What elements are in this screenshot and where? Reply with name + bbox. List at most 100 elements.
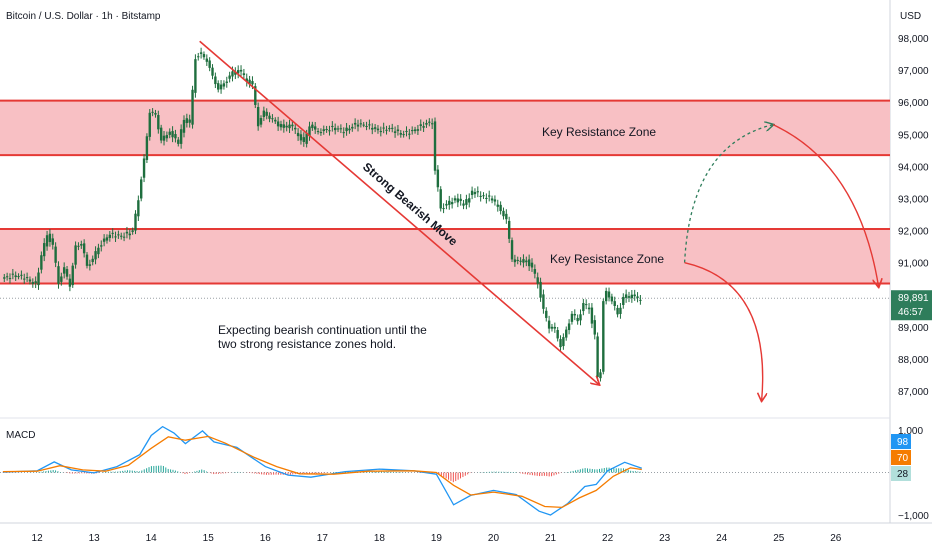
macd-value-label: 98 xyxy=(897,437,909,448)
candle-body xyxy=(616,307,619,315)
candle-body xyxy=(14,275,17,278)
candle-body xyxy=(379,131,383,133)
candle-body xyxy=(519,260,522,262)
candle-body xyxy=(288,124,291,129)
candle-body xyxy=(271,118,274,120)
candle-body xyxy=(507,220,511,239)
candle-body xyxy=(385,129,388,131)
candle-body xyxy=(314,126,317,130)
candle-body xyxy=(305,133,308,144)
candle-body xyxy=(296,132,300,137)
candle-body xyxy=(217,83,220,90)
candle-body xyxy=(202,54,206,58)
candle-body xyxy=(553,326,557,329)
macd-value-badge[interactable] xyxy=(891,450,911,465)
candle-body xyxy=(639,299,642,301)
candle-body xyxy=(122,236,126,238)
candle-body xyxy=(231,71,234,77)
bullish-projection-arrow[interactable] xyxy=(683,125,773,263)
candle-body xyxy=(419,124,422,126)
candle-body xyxy=(85,254,89,266)
candle-body xyxy=(468,198,471,203)
candle-body xyxy=(236,70,240,74)
candle-body xyxy=(328,130,331,132)
candle-body xyxy=(533,269,537,274)
candle-body xyxy=(559,339,562,348)
candle-body xyxy=(251,81,254,85)
candle-body xyxy=(428,121,431,123)
current-price-badge[interactable] xyxy=(891,290,932,321)
candle-body xyxy=(322,129,325,132)
candle-body xyxy=(80,244,83,246)
candle-body xyxy=(356,124,360,127)
candle-body xyxy=(476,191,480,193)
candle-body xyxy=(248,79,251,84)
candle-body xyxy=(388,128,391,130)
candle-body xyxy=(45,235,49,247)
macd-value-badge[interactable] xyxy=(891,466,911,481)
candle-body xyxy=(302,137,305,142)
candle-body xyxy=(43,243,46,257)
candle-body xyxy=(430,123,434,125)
candle-body xyxy=(279,124,283,128)
candle-body xyxy=(405,130,408,132)
candle-body xyxy=(536,277,539,284)
candle-body xyxy=(336,128,340,130)
candle-body xyxy=(65,269,69,277)
rejection-arrow-right[interactable] xyxy=(772,124,879,287)
candle-body xyxy=(134,213,137,231)
candle-body xyxy=(530,262,534,268)
price-tick-label: 88,000 xyxy=(898,355,929,366)
price-tick-label: 95,000 xyxy=(898,130,929,141)
candle-body xyxy=(339,128,343,130)
candle-body xyxy=(362,124,365,126)
macd-pane xyxy=(0,425,890,516)
candle-body xyxy=(582,303,585,312)
candle-body xyxy=(148,112,151,137)
signal-line[interactable] xyxy=(2,435,642,509)
candle-body xyxy=(436,169,440,188)
candle-body xyxy=(34,281,37,284)
note-line-2: two strong resistance zones hold. xyxy=(218,337,396,351)
candle-body xyxy=(527,259,531,267)
candle-body xyxy=(382,127,385,129)
candle-body xyxy=(550,326,554,329)
candle-body xyxy=(60,276,63,282)
candle-body xyxy=(391,127,394,129)
currency-label[interactable]: USD xyxy=(900,11,921,22)
macd-value-badge[interactable] xyxy=(891,434,911,449)
candle-body xyxy=(191,89,194,125)
candle-body xyxy=(208,60,211,68)
candle-body xyxy=(576,317,579,322)
candle-body xyxy=(365,125,368,127)
candle-body xyxy=(402,134,405,136)
candle-body xyxy=(100,245,103,247)
candle-body xyxy=(77,245,80,247)
candle-body xyxy=(88,264,92,266)
resistance-zone-1[interactable] xyxy=(0,100,890,156)
candle-body xyxy=(348,128,351,131)
candle-body xyxy=(245,78,248,82)
candle-body xyxy=(627,296,631,298)
bearish-trendline[interactable] xyxy=(199,40,599,384)
candle-body xyxy=(274,119,277,122)
macd-tick-label: −1,000 xyxy=(898,511,929,522)
candle-body xyxy=(422,126,425,128)
macd-title[interactable]: MACD xyxy=(6,430,35,441)
candle-body xyxy=(276,121,280,127)
candle-body xyxy=(108,234,112,238)
candle-body xyxy=(590,307,594,324)
candle-body xyxy=(539,281,542,298)
candle-body xyxy=(311,124,314,129)
candle-body xyxy=(177,139,180,144)
candle-body xyxy=(211,67,214,76)
resistance-zone-2[interactable] xyxy=(0,228,890,284)
time-tick-label: 22 xyxy=(602,533,614,544)
bearish-projection-arrow[interactable] xyxy=(684,261,763,401)
price-tick-label: 97,000 xyxy=(898,66,929,77)
candle-body xyxy=(376,128,380,131)
candle-body xyxy=(333,127,337,131)
candle-body xyxy=(445,203,448,206)
